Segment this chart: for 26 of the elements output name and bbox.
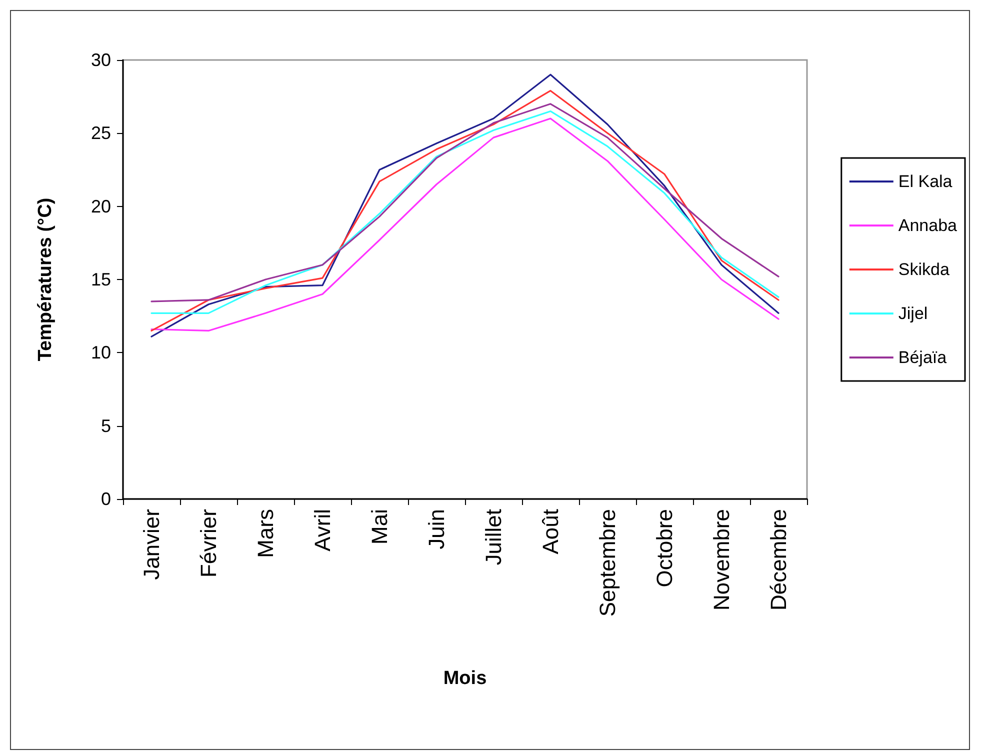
x-tick-label: Septembre: [595, 509, 620, 617]
x-tick-label: Novembre: [709, 509, 734, 610]
x-tick-label: Juillet: [481, 509, 506, 566]
x-axis-title: Mois: [443, 668, 487, 689]
x-tick-label: Octobre: [652, 509, 677, 588]
x-tick-label: Juin: [424, 509, 449, 550]
x-tick-label: Janvier: [139, 509, 164, 580]
y-tick-label: 20: [90, 196, 111, 216]
x-tick-label: Août: [538, 509, 563, 554]
y-axis-title: Températures (°C): [35, 198, 56, 362]
x-tick-label: Avril: [310, 509, 335, 552]
y-tick-label: 10: [90, 342, 111, 363]
x-tick-label: Décembre: [766, 509, 791, 610]
y-tick-label: 5: [100, 416, 111, 436]
y-tick-label: 0: [100, 489, 111, 509]
legend-label: Jijel: [898, 304, 928, 323]
y-tick-label: 25: [90, 123, 111, 144]
y-tick-label: 15: [90, 270, 111, 290]
legend-label: El Kala: [898, 172, 953, 191]
legend-label: Skikda: [898, 260, 950, 279]
y-tick-label: 30: [90, 50, 111, 70]
x-tick-label: Mai: [367, 509, 392, 544]
x-tick-label: Février: [196, 509, 221, 578]
legend-label: Annaba: [898, 216, 958, 235]
legend-label: Béjaïa: [898, 348, 948, 367]
x-tick-label: Mars: [253, 509, 278, 558]
